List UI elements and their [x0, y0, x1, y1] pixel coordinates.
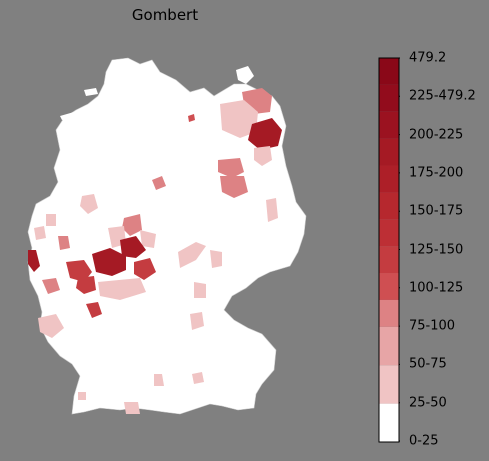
- region-ne-light: [220, 100, 258, 138]
- region-mid-n: [152, 176, 166, 190]
- colorbar-band: [379, 192, 399, 220]
- colorbar-label: 225-479.2: [409, 88, 476, 104]
- region-east-central-a: [218, 158, 244, 178]
- region-ne-lower: [254, 146, 272, 166]
- colorbar-band: [379, 246, 399, 274]
- island-rugen: [236, 66, 254, 84]
- map-title: Gombert: [131, 6, 199, 24]
- colorbar-band: [379, 58, 399, 85]
- region-sw-b: [86, 302, 102, 318]
- colorbar-band: [379, 84, 399, 112]
- region-south-b: [192, 372, 204, 384]
- region-west-light: [80, 194, 98, 214]
- colorbar-label: 75-100: [409, 318, 456, 334]
- region-west-b: [34, 226, 46, 240]
- region-ruhr-c: [140, 230, 156, 248]
- region-central-light-3: [210, 250, 222, 268]
- colorbar-band: [379, 165, 399, 193]
- colorbar-label: 479.2: [409, 50, 447, 66]
- region-south-c: [124, 402, 140, 414]
- colorbar-label: 0-25: [409, 433, 439, 449]
- region-rhine-red-2: [76, 276, 96, 294]
- region-east-central-b: [220, 176, 248, 198]
- colorbar-label: 200-225: [409, 127, 464, 143]
- colorbar-band: [379, 111, 399, 139]
- region-rhine-dark: [92, 248, 126, 276]
- region-central-light-2: [178, 242, 206, 268]
- region-sw-a: [42, 278, 60, 294]
- colorbar: [378, 57, 400, 443]
- region-west-border-dark: [28, 250, 40, 272]
- region-sw-c: [38, 314, 64, 338]
- colorbar-band: [379, 273, 399, 300]
- region-ruhr-a: [122, 214, 142, 236]
- island-north-2: [60, 112, 76, 120]
- region-central-light: [98, 278, 146, 300]
- region-south-d: [78, 392, 86, 400]
- region-west-a: [58, 236, 70, 250]
- colorbar-band: [379, 138, 399, 166]
- colorbar-label: 50-75: [409, 356, 447, 372]
- region-east-light: [266, 198, 278, 222]
- island-north: [84, 88, 98, 96]
- region-bavaria-b: [190, 312, 204, 330]
- region-ruhr-dark: [120, 236, 146, 258]
- region-west-c: [46, 214, 56, 226]
- region-bavaria-a: [194, 282, 206, 298]
- region-south-a: [154, 374, 164, 386]
- region-small-n: [188, 114, 195, 122]
- colorbar-label: 100-125: [409, 280, 464, 296]
- region-hesse-red: [134, 258, 156, 280]
- colorbar-band: [379, 219, 399, 247]
- colorbar-band: [379, 365, 399, 404]
- colorbar-label: 25-50: [409, 395, 447, 411]
- region-ne-dark: [248, 118, 282, 150]
- colorbar-band: [379, 299, 399, 327]
- colorbar-band: [379, 403, 399, 442]
- colorbar-band: [379, 326, 399, 366]
- colorbar-label: 175-200: [409, 165, 464, 181]
- colorbar-label: 150-175: [409, 203, 464, 219]
- colorbar-label: 125-150: [409, 242, 464, 257]
- region-rhine-red: [66, 260, 92, 282]
